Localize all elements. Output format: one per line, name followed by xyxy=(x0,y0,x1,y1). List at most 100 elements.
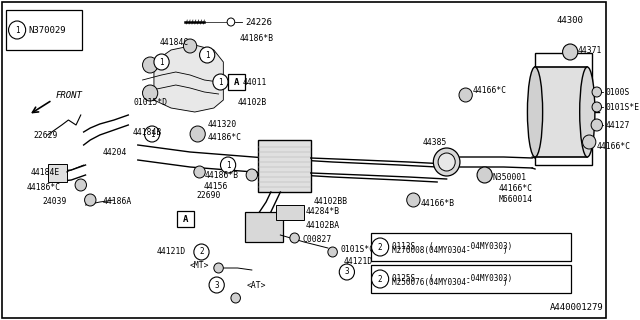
Text: 44121D: 44121D xyxy=(344,258,373,267)
Text: 44184B: 44184B xyxy=(133,127,163,137)
Circle shape xyxy=(213,74,228,90)
Text: 44166*C: 44166*C xyxy=(499,183,533,193)
Circle shape xyxy=(8,21,26,39)
Text: 44186*C: 44186*C xyxy=(27,182,61,191)
Text: 2: 2 xyxy=(199,247,204,257)
Circle shape xyxy=(246,169,257,181)
Text: N370029: N370029 xyxy=(29,26,66,35)
Text: 44121D: 44121D xyxy=(157,247,186,257)
Text: 44166*C: 44166*C xyxy=(596,141,631,150)
Text: 44184C: 44184C xyxy=(159,37,189,46)
Circle shape xyxy=(231,293,241,303)
Text: 44102B: 44102B xyxy=(237,98,267,107)
Circle shape xyxy=(592,87,602,97)
Text: 0113S   (       -04MY0303): 0113S ( -04MY0303) xyxy=(392,242,512,251)
Text: A440001279: A440001279 xyxy=(550,303,604,313)
Text: 1: 1 xyxy=(159,58,164,67)
Bar xyxy=(228,74,245,90)
Text: 22690: 22690 xyxy=(196,191,221,201)
Text: A: A xyxy=(234,77,239,86)
Circle shape xyxy=(214,263,223,273)
Circle shape xyxy=(227,18,235,26)
Text: 1: 1 xyxy=(150,130,154,139)
Text: 0100S: 0100S xyxy=(605,87,630,97)
Circle shape xyxy=(459,88,472,102)
Circle shape xyxy=(582,135,596,149)
Circle shape xyxy=(194,244,209,260)
Text: 01015*D: 01015*D xyxy=(133,98,167,107)
Circle shape xyxy=(220,157,236,173)
Circle shape xyxy=(145,126,159,142)
Circle shape xyxy=(75,179,86,191)
Text: 44184E: 44184E xyxy=(31,167,60,177)
Circle shape xyxy=(592,102,602,112)
Bar xyxy=(6,10,82,50)
Circle shape xyxy=(200,47,215,63)
Text: <MT>: <MT> xyxy=(190,260,209,269)
Text: 2: 2 xyxy=(378,243,383,252)
Circle shape xyxy=(143,85,157,101)
Circle shape xyxy=(339,264,355,280)
Text: 1: 1 xyxy=(226,161,230,170)
Circle shape xyxy=(328,247,337,257)
Text: 44300: 44300 xyxy=(557,15,584,25)
Text: 44186*B: 44186*B xyxy=(204,171,239,180)
Text: C00827: C00827 xyxy=(302,236,332,244)
Text: 2: 2 xyxy=(378,275,383,284)
Ellipse shape xyxy=(580,67,595,157)
Text: M660014: M660014 xyxy=(499,195,533,204)
Text: 44156: 44156 xyxy=(204,181,228,190)
Text: 44204: 44204 xyxy=(102,148,127,156)
Text: 44371: 44371 xyxy=(578,45,602,54)
Polygon shape xyxy=(154,45,223,112)
Text: 22629: 22629 xyxy=(33,131,58,140)
Text: <AT>: <AT> xyxy=(247,281,267,290)
Text: 1: 1 xyxy=(205,51,209,60)
Ellipse shape xyxy=(527,67,543,157)
Bar xyxy=(177,211,194,227)
Text: 441320: 441320 xyxy=(207,119,236,129)
Text: 44186*C: 44186*C xyxy=(207,132,241,141)
Text: 44166*C: 44166*C xyxy=(472,85,506,94)
Text: 44102BA: 44102BA xyxy=(306,220,340,229)
Bar xyxy=(47,164,67,182)
Text: 3: 3 xyxy=(344,268,349,276)
Text: 1: 1 xyxy=(15,26,19,35)
Bar xyxy=(535,53,592,165)
Text: 44385: 44385 xyxy=(423,138,447,147)
Bar xyxy=(371,265,571,293)
Text: 44166*B: 44166*B xyxy=(421,199,455,209)
Text: 44127: 44127 xyxy=(605,121,630,130)
Circle shape xyxy=(372,270,388,288)
Circle shape xyxy=(407,193,420,207)
Text: 44102BB: 44102BB xyxy=(314,197,348,206)
Circle shape xyxy=(184,39,196,53)
Bar xyxy=(245,212,283,242)
Text: FRONT: FRONT xyxy=(55,91,82,100)
Bar xyxy=(371,233,571,261)
Text: 0101S*C: 0101S*C xyxy=(340,245,374,254)
Text: 44284*B: 44284*B xyxy=(306,207,340,217)
Circle shape xyxy=(190,126,205,142)
Text: 1: 1 xyxy=(218,77,223,86)
Text: A: A xyxy=(182,214,188,223)
Bar xyxy=(276,205,304,220)
Text: 44011: 44011 xyxy=(243,77,267,86)
Text: 3: 3 xyxy=(214,281,219,290)
Circle shape xyxy=(477,167,492,183)
Text: 24039: 24039 xyxy=(43,197,67,206)
Bar xyxy=(535,67,588,157)
Circle shape xyxy=(433,148,460,176)
Circle shape xyxy=(591,119,602,131)
Circle shape xyxy=(84,194,96,206)
Text: 0125S   (       -04MY0303): 0125S ( -04MY0303) xyxy=(392,274,512,283)
Circle shape xyxy=(438,153,455,171)
Text: N350001: N350001 xyxy=(492,172,526,181)
Text: M270008(04MY0304-       ): M270008(04MY0304- ) xyxy=(392,246,507,255)
Text: M250076(04MY0304-       ): M250076(04MY0304- ) xyxy=(392,278,507,287)
Text: 44186A: 44186A xyxy=(102,197,132,206)
Circle shape xyxy=(143,57,157,73)
Circle shape xyxy=(209,277,224,293)
Text: 0101S*E: 0101S*E xyxy=(605,102,639,111)
Bar xyxy=(259,140,311,192)
